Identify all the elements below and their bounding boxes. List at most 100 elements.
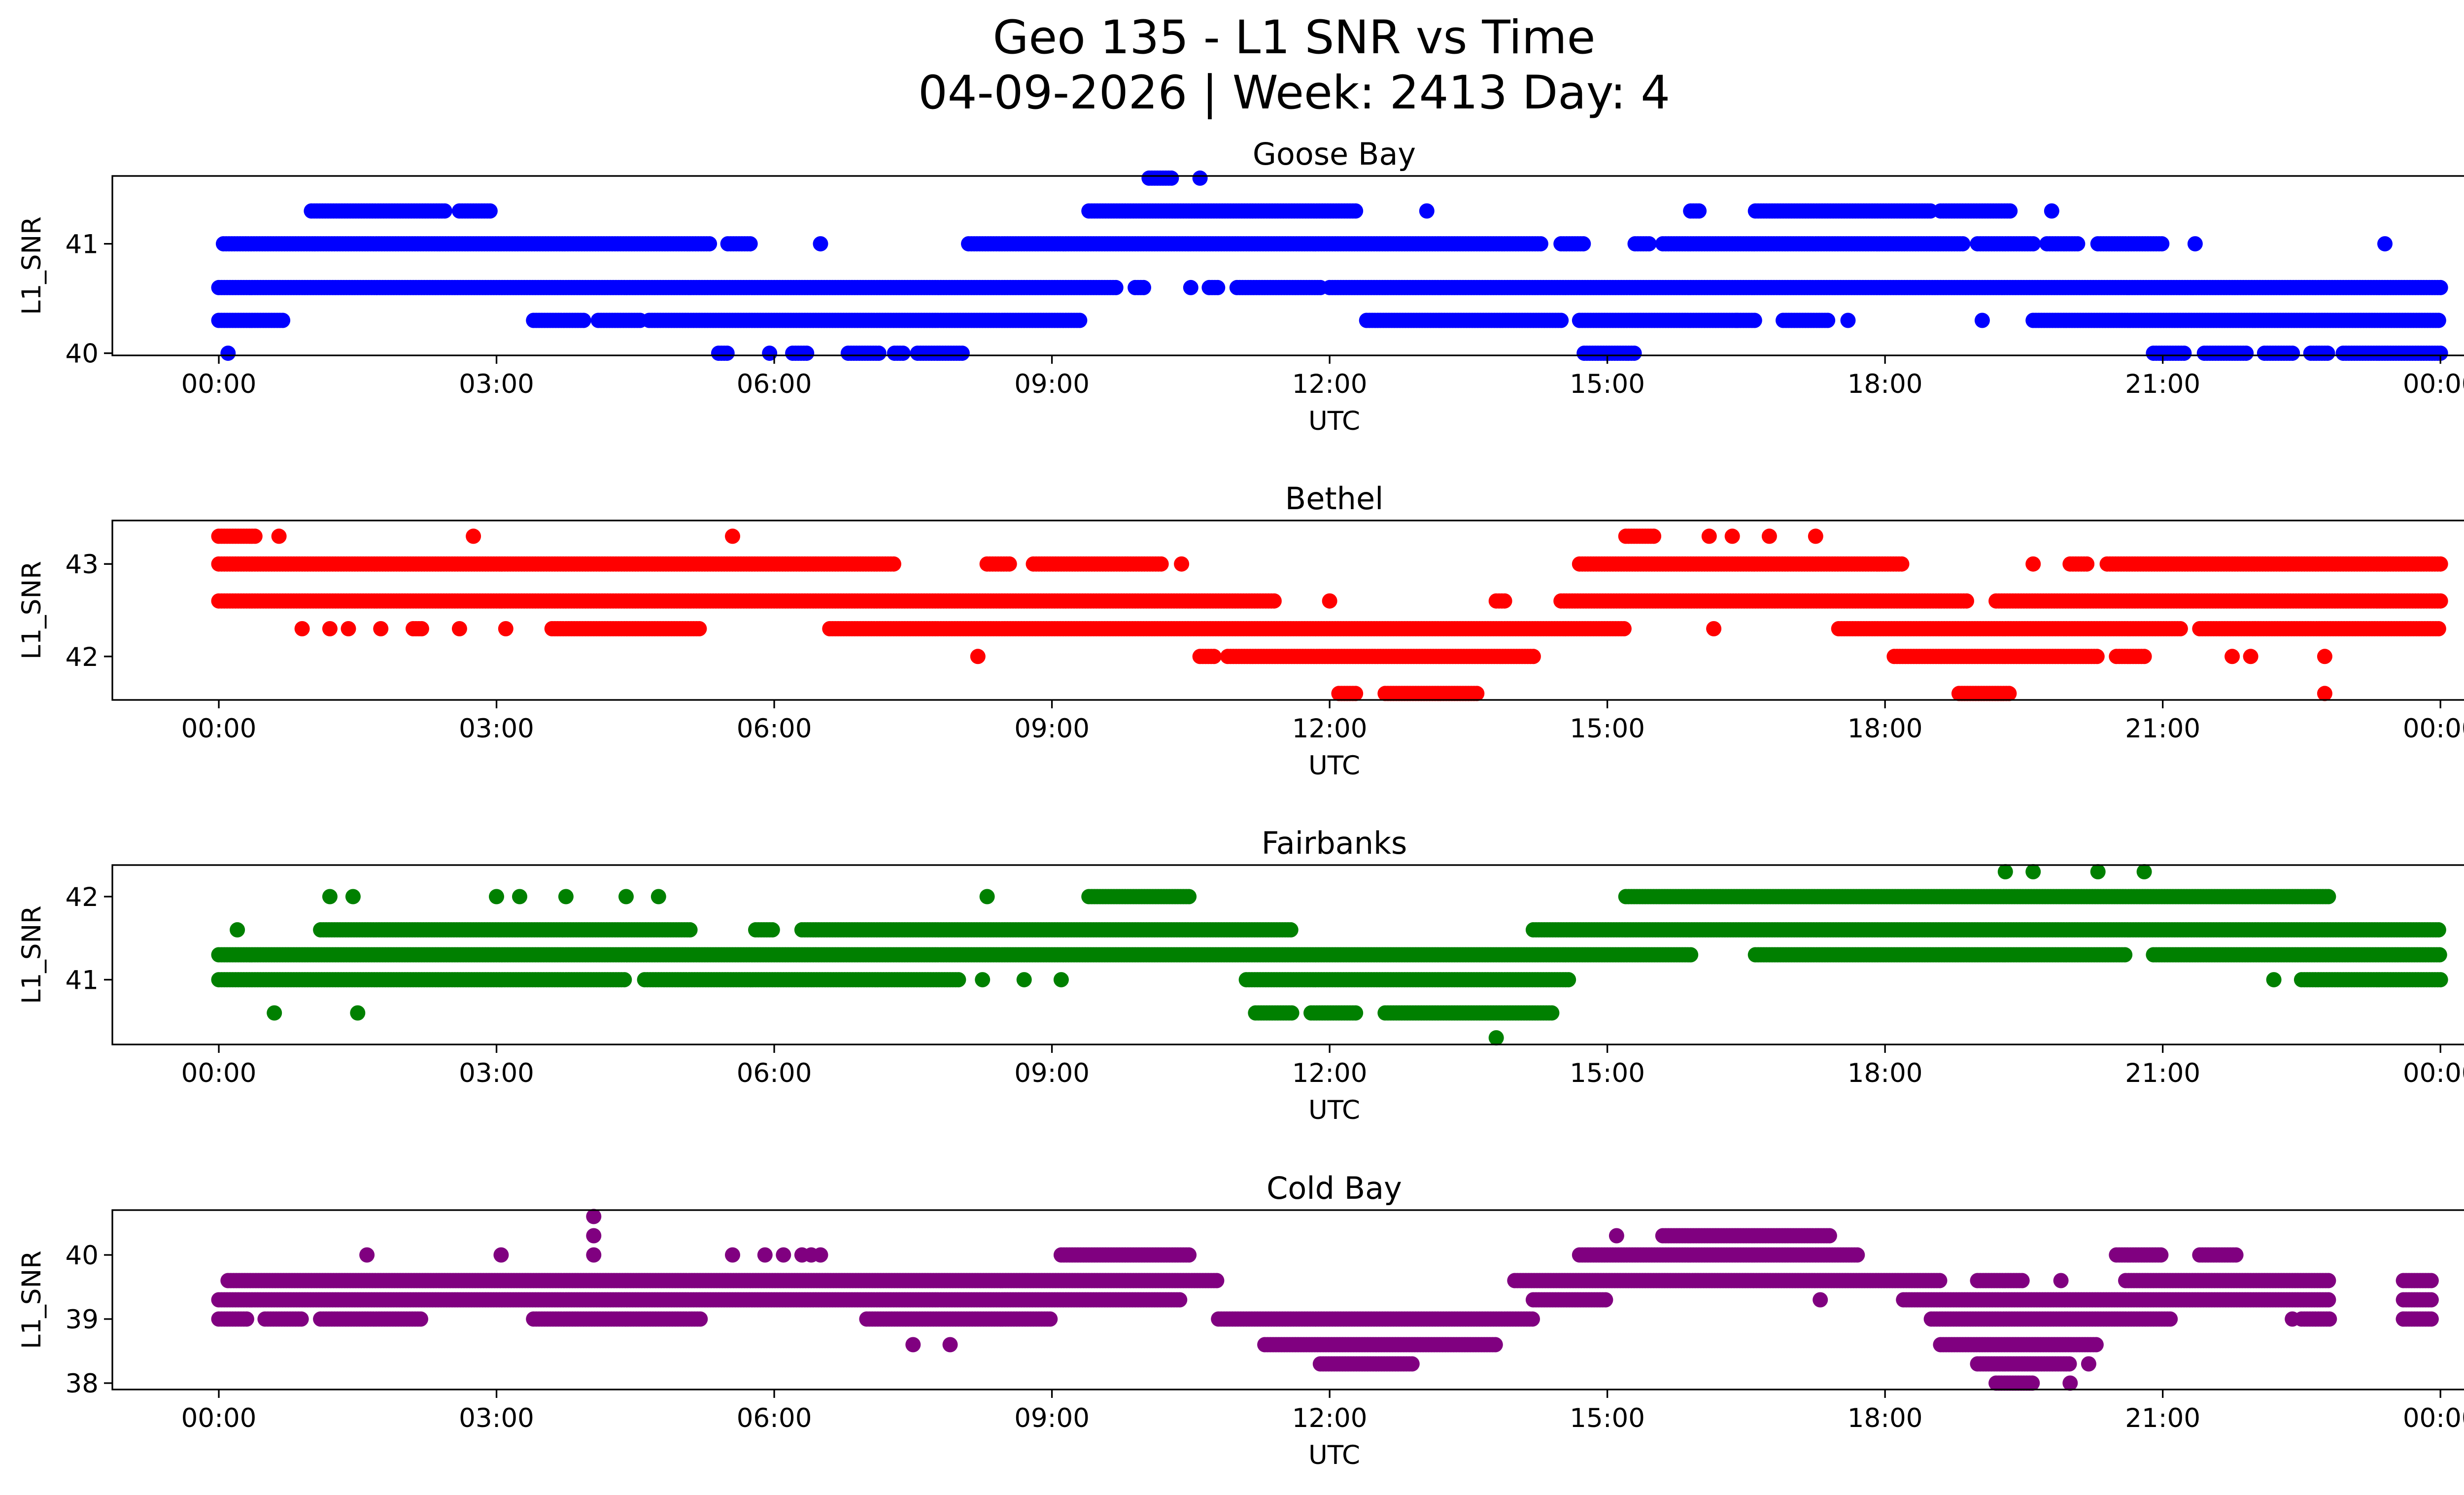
data-point — [1348, 686, 1364, 701]
x-tick-label: 09:00 — [1014, 369, 1090, 399]
data-point — [2285, 346, 2300, 361]
data-point — [1533, 236, 1548, 252]
x-tick-label: 18:00 — [1848, 369, 1923, 399]
data-point — [2317, 686, 2332, 701]
data-point — [871, 346, 887, 361]
x-tick-label: 21:00 — [2125, 714, 2200, 744]
y-tick-label: 41 — [66, 230, 99, 260]
data-point — [2187, 236, 2203, 252]
data-point — [1729, 313, 1745, 328]
data-point — [2243, 649, 2259, 664]
goose-bay-x-axis-label: UTC — [1308, 406, 1360, 436]
data-point — [691, 621, 707, 636]
data-point — [1959, 593, 1974, 609]
data-point — [2377, 236, 2393, 252]
y-tick-label: 40 — [66, 339, 99, 369]
data-point — [2025, 556, 2041, 572]
data-point — [2432, 593, 2448, 609]
data-point — [895, 346, 911, 361]
x-tick-label: 15:00 — [1570, 714, 1645, 744]
data-point — [1840, 313, 1856, 328]
data-point — [1348, 203, 1364, 219]
data-point — [275, 313, 291, 328]
y-tick-label: 42 — [66, 642, 99, 672]
data-point — [1575, 236, 1591, 252]
x-tick-label: 12:00 — [1292, 369, 1368, 399]
data-point — [482, 203, 498, 219]
figure-title-line-1: Geo 135 - L1 SNR vs Time — [993, 11, 1596, 65]
data-point — [1683, 947, 1699, 963]
data-point — [341, 621, 356, 636]
data-point — [1974, 313, 1990, 328]
data-point — [1322, 593, 1337, 609]
data-point — [2001, 686, 2017, 701]
subplot-goose-bay: 00:00 03:00 06:00 09:00 12:00 15:00 18:00 21:00… — [17, 136, 2464, 436]
x-tick-label: 00:00 — [2403, 714, 2464, 744]
data-point — [1153, 556, 1169, 572]
data-point — [2238, 346, 2254, 361]
data-point — [294, 621, 310, 636]
data-point — [2089, 649, 2105, 664]
bethel-title: Bethel — [1285, 481, 1384, 517]
goose-bay-data-points — [211, 170, 2448, 361]
data-point — [1210, 279, 1226, 295]
x-tick-label: 18:00 — [1848, 714, 1923, 744]
x-tick-label: 06:00 — [737, 714, 812, 744]
x-tick-label: 09:00 — [1014, 714, 1090, 744]
data-point — [2025, 236, 2041, 252]
goose-bay-title: Goose Bay — [1253, 136, 1416, 172]
data-point — [451, 621, 467, 636]
data-point — [2317, 649, 2332, 664]
data-point — [2176, 346, 2192, 361]
x-tick-label: 21:00 — [2125, 369, 2200, 399]
data-point — [437, 203, 452, 219]
data-point — [2002, 203, 2018, 219]
data-point — [1706, 621, 1722, 636]
data-point — [1616, 621, 1632, 636]
data-point — [2432, 556, 2448, 572]
x-tick-label: 00:00 — [181, 714, 257, 744]
data-point — [1108, 279, 1124, 295]
data-point — [799, 346, 815, 361]
x-tick-label: 00:00 — [181, 369, 257, 399]
x-tick-label: 15:00 — [1570, 369, 1645, 399]
data-point — [247, 528, 263, 544]
y-tick-label: 43 — [66, 550, 99, 580]
data-point — [1164, 170, 1179, 186]
data-point — [373, 621, 389, 636]
data-point — [1136, 279, 1151, 295]
data-point — [2079, 556, 2095, 572]
data-point — [970, 649, 986, 664]
data-point — [1001, 556, 1017, 572]
data-point — [2320, 346, 2335, 361]
data-point — [2224, 649, 2240, 664]
data-point — [2430, 621, 2446, 636]
data-point — [1419, 203, 1435, 219]
data-point — [322, 621, 338, 636]
goose-bay-y-axis-label: L1_SNR — [17, 216, 47, 315]
data-point — [2432, 279, 2448, 295]
data-point — [2172, 621, 2188, 636]
data-point — [1761, 528, 1777, 544]
data-point — [2070, 236, 2086, 252]
data-point — [1497, 593, 1512, 609]
bethel-y-axis-label: L1_SNR — [17, 561, 47, 660]
data-point — [220, 346, 236, 361]
data-point — [1266, 593, 1282, 609]
data-point — [1646, 528, 1662, 544]
data-point — [1724, 528, 1740, 544]
data-point — [1174, 556, 1190, 572]
data-point — [1808, 528, 1823, 544]
data-point — [702, 236, 718, 252]
data-point — [1641, 236, 1657, 252]
data-point — [719, 346, 735, 361]
data-point — [1206, 649, 1222, 664]
subplot-grid: 00:00 03:00 06:00 09:00 12:00 15:00 18:00 21:00… — [17, 136, 2464, 1470]
data-point — [576, 313, 591, 328]
data-point — [466, 528, 481, 544]
data-point — [954, 346, 970, 361]
data-point — [886, 556, 901, 572]
data-point — [1894, 556, 1910, 572]
data-point — [1746, 313, 1762, 328]
